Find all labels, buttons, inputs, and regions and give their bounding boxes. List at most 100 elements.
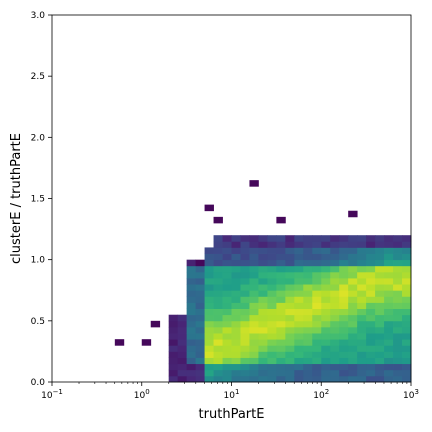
- heatmap-cell: [357, 351, 367, 358]
- heatmap-cell: [294, 369, 304, 377]
- heatmap-cell: [402, 345, 412, 352]
- heatmap-cell: [258, 357, 268, 365]
- heatmap-cell: [348, 290, 358, 297]
- heatmap-cell: [231, 345, 241, 352]
- heatmap-cell: [276, 253, 286, 261]
- heatmap-cell: [339, 284, 349, 291]
- heatmap-cell: [339, 235, 349, 242]
- heatmap-cell: [348, 333, 358, 340]
- heatmap-cell: [186, 339, 196, 346]
- heatmap-cell: [267, 265, 277, 273]
- heatmap-cell: [339, 278, 349, 285]
- heatmap-cell: [276, 326, 286, 334]
- heatmap-cell: [276, 265, 286, 273]
- heatmap-cell: [375, 302, 385, 309]
- heatmap-cell: [339, 241, 349, 248]
- heatmap-cell: [321, 308, 331, 316]
- heatmap-cell: [312, 290, 322, 297]
- heatmap-cell: [348, 326, 358, 334]
- heatmap-cell: [339, 357, 349, 365]
- heatmap-cell: [330, 314, 340, 322]
- heatmap-cell: [204, 204, 214, 212]
- heatmap-cell: [222, 314, 232, 322]
- heatmap-cell: [231, 314, 241, 322]
- heatmap-cell: [231, 357, 241, 365]
- heatmap-cell: [276, 375, 286, 383]
- heatmap-cell: [375, 320, 385, 328]
- heatmap-cell: [321, 290, 331, 297]
- heatmap-cell: [402, 278, 412, 285]
- heatmap-cell: [249, 339, 259, 346]
- heatmap-cell: [258, 265, 268, 273]
- heatmap-cell: [384, 369, 394, 377]
- heatmap-cell: [231, 259, 241, 267]
- heatmap-cell: [330, 369, 340, 377]
- heatmap-cell: [213, 369, 223, 377]
- heatmap-cell: [303, 308, 313, 316]
- heatmap-cell: [276, 314, 286, 322]
- heatmap-cell: [267, 363, 277, 371]
- heatmap-cell: [357, 326, 367, 334]
- heatmap-cell: [204, 326, 214, 334]
- heatmap-cell: [195, 296, 205, 303]
- heatmap-cell: [258, 296, 268, 303]
- heatmap-cell: [348, 308, 358, 316]
- heatmap-cell: [294, 278, 304, 285]
- heatmap-cell: [339, 302, 349, 309]
- heatmap-cell: [240, 241, 250, 248]
- heatmap-cell: [321, 259, 331, 267]
- heatmap-cell: [285, 326, 295, 334]
- heatmap-cell: [276, 296, 286, 303]
- heatmap-cell: [294, 296, 304, 303]
- heatmap-cell: [294, 320, 304, 328]
- heatmap-cell: [357, 278, 367, 285]
- heatmap-cell: [285, 369, 295, 377]
- heatmap-cell: [213, 216, 223, 224]
- heatmap-cell: [303, 375, 313, 383]
- heatmap-cell: [177, 351, 188, 358]
- heatmap-cell: [321, 333, 331, 340]
- heatmap-cell: [213, 351, 223, 358]
- heatmap-cell: [231, 284, 241, 291]
- heatmap-cell: [222, 351, 232, 358]
- heatmap-cell: [195, 314, 205, 322]
- heatmap-cell: [222, 235, 232, 242]
- heatmap-cell: [276, 339, 286, 346]
- heatmap-cell: [312, 247, 322, 254]
- heatmap-cell: [213, 271, 223, 279]
- heatmap-cell: [276, 259, 286, 267]
- heatmap-cell: [312, 253, 322, 261]
- heatmap-cell: [213, 345, 223, 352]
- heatmap-cell: [402, 363, 412, 371]
- heatmap-cell: [330, 271, 340, 279]
- heatmap-cell: [267, 241, 277, 248]
- heatmap-cell: [231, 296, 241, 303]
- heatmap-cell: [222, 339, 232, 346]
- heatmap-cell: [213, 314, 223, 322]
- heatmap-cell: [357, 314, 367, 322]
- heatmap-cell: [294, 290, 304, 297]
- heatmap-cell: [213, 375, 223, 383]
- heatmap-cell: [222, 259, 232, 267]
- heatmap-cell: [276, 241, 286, 248]
- heatmap-cell: [168, 320, 179, 328]
- heatmap-cell: [276, 308, 286, 316]
- heatmap-cell: [177, 314, 188, 322]
- heatmap-cell: [186, 259, 196, 267]
- heatmap-cell: [384, 284, 394, 291]
- heatmap-cell: [366, 241, 376, 248]
- heatmap-cell: [168, 314, 179, 322]
- heatmap-cell: [222, 363, 232, 371]
- heatmap-cell: [393, 326, 403, 334]
- heatmap-cell: [276, 345, 286, 352]
- heatmap-cell: [285, 235, 295, 242]
- heatmap-cell: [222, 345, 232, 352]
- heatmap-cell: [258, 369, 268, 377]
- heatmap-cell: [249, 265, 259, 273]
- heatmap-cell: [177, 345, 188, 352]
- heatmap-cell: [285, 253, 295, 261]
- heatmap-cell: [321, 235, 331, 242]
- heatmap-cell: [285, 290, 295, 297]
- heatmap-cell: [258, 290, 268, 297]
- heatmap-cell: [249, 375, 259, 383]
